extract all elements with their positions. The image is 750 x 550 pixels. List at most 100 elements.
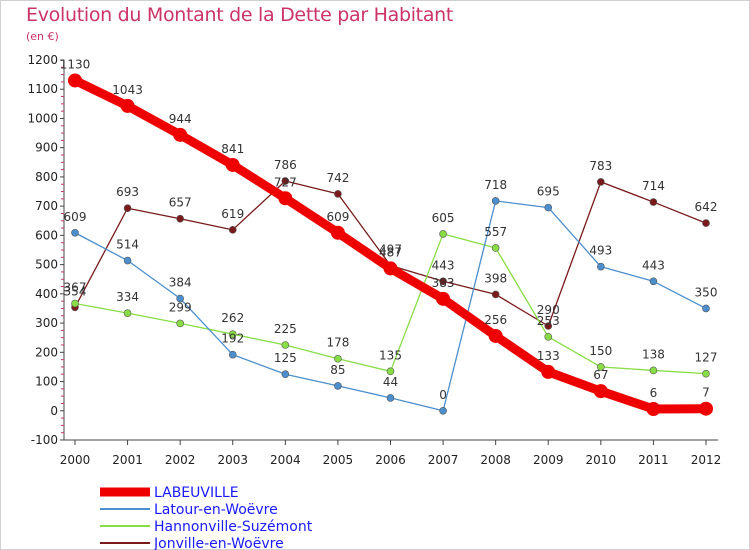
y-tick-label: 1100 bbox=[27, 82, 58, 96]
data-point bbox=[334, 190, 342, 198]
x-tick-label: 2003 bbox=[217, 453, 248, 467]
data-label: 133 bbox=[537, 349, 560, 363]
data-label: 398 bbox=[484, 271, 507, 285]
data-label: 718 bbox=[484, 178, 507, 192]
data-point bbox=[225, 157, 240, 172]
data-label: 609 bbox=[64, 210, 87, 224]
y-tick-label: 0 bbox=[50, 404, 58, 418]
data-label: 150 bbox=[589, 344, 612, 358]
data-label: 367 bbox=[64, 280, 87, 294]
unit-label: (en €) bbox=[26, 30, 59, 43]
data-point bbox=[544, 333, 553, 341]
data-label: 384 bbox=[169, 276, 192, 290]
data-label: 0 bbox=[439, 388, 447, 402]
data-label: 299 bbox=[169, 300, 192, 314]
data-label: 727 bbox=[274, 175, 297, 189]
data-label: 695 bbox=[537, 185, 560, 199]
data-point bbox=[334, 354, 342, 363]
data-point bbox=[176, 294, 184, 303]
data-label: 443 bbox=[432, 258, 455, 272]
data-point bbox=[439, 230, 447, 238]
data-label: 6 bbox=[650, 386, 658, 400]
data-label: 192 bbox=[221, 332, 244, 346]
data-point bbox=[597, 262, 605, 271]
legend-label: Latour-en-Woëvre bbox=[154, 502, 278, 518]
data-point bbox=[699, 401, 713, 416]
y-tick-label: 200 bbox=[35, 345, 58, 359]
series-labeuville bbox=[68, 73, 713, 417]
legend: LABEUVILLELatour-en-WoëvreHannonville-Su… bbox=[100, 485, 313, 550]
data-label: 290 bbox=[537, 303, 560, 317]
x-tick-label: 2008 bbox=[480, 453, 511, 467]
data-point bbox=[281, 370, 290, 379]
data-label: 693 bbox=[116, 185, 139, 199]
x-tick-label: 2012 bbox=[691, 453, 722, 467]
data-label: 642 bbox=[695, 200, 718, 214]
data-point bbox=[334, 382, 342, 390]
data-label: 85 bbox=[330, 363, 345, 377]
data-point bbox=[281, 341, 290, 349]
y-tick-label: -100 bbox=[31, 433, 58, 447]
data-point bbox=[649, 277, 658, 286]
data-label: 514 bbox=[116, 238, 139, 252]
data-point bbox=[71, 228, 79, 237]
data-point bbox=[544, 322, 553, 330]
y-tick-label: 1200 bbox=[27, 53, 58, 67]
data-label: 657 bbox=[169, 196, 192, 210]
x-tick-label: 2006 bbox=[375, 453, 406, 467]
data-label: 67 bbox=[593, 368, 608, 382]
x-tick-label: 2002 bbox=[165, 453, 196, 467]
data-label: 178 bbox=[326, 336, 349, 350]
series-latour-en-wo-vre bbox=[71, 197, 710, 415]
data-label: 354 bbox=[64, 284, 87, 298]
data-label: 605 bbox=[432, 211, 455, 225]
data-label: 127 bbox=[695, 351, 718, 365]
y-tick-label: 900 bbox=[35, 141, 58, 155]
data-point bbox=[544, 203, 553, 212]
data-point bbox=[491, 244, 500, 252]
data-point bbox=[439, 406, 447, 415]
data-labels: 354 693 657 619 786 742 497 443 398 290 783 714 642 3… bbox=[60, 57, 718, 401]
data-label: 7 bbox=[702, 386, 710, 400]
data-point bbox=[228, 330, 237, 338]
data-label: 714 bbox=[642, 179, 665, 193]
data-point bbox=[71, 299, 79, 308]
data-label: 783 bbox=[589, 159, 612, 173]
y-tick-label: 100 bbox=[35, 375, 58, 389]
legend-label: Hannonville-Suzémont bbox=[154, 519, 313, 535]
data-label: 841 bbox=[221, 142, 244, 156]
data-label: 1043 bbox=[112, 83, 143, 97]
data-point bbox=[123, 309, 132, 317]
y-tick-label: 800 bbox=[35, 170, 58, 184]
data-point bbox=[649, 366, 658, 375]
data-label: 350 bbox=[695, 285, 718, 299]
y-tick-label: 1000 bbox=[27, 111, 58, 125]
data-point bbox=[330, 225, 345, 240]
data-label: 253 bbox=[537, 314, 560, 328]
data-point bbox=[123, 204, 132, 212]
legend-label: LABEUVILLE bbox=[154, 485, 239, 501]
data-label: 135 bbox=[379, 348, 402, 362]
data-point bbox=[278, 191, 293, 206]
data-point bbox=[386, 394, 395, 402]
x-tick-label: 2010 bbox=[586, 453, 617, 467]
data-label: 742 bbox=[326, 171, 349, 185]
data-label: 609 bbox=[326, 210, 349, 224]
data-label: 138 bbox=[642, 347, 665, 361]
data-point bbox=[228, 226, 237, 234]
data-point bbox=[281, 177, 290, 185]
data-label: 256 bbox=[484, 313, 507, 327]
data-label: 557 bbox=[484, 225, 507, 239]
y-tick-label: 700 bbox=[35, 199, 58, 213]
data-point bbox=[646, 402, 661, 417]
x-tick-label: 2005 bbox=[323, 453, 354, 467]
data-label: 262 bbox=[221, 311, 244, 325]
x-tick-label: 2000 bbox=[60, 453, 91, 467]
data-label: 225 bbox=[274, 322, 297, 336]
data-point bbox=[702, 369, 710, 378]
data-point bbox=[436, 291, 451, 306]
data-point bbox=[488, 328, 503, 343]
data-label: 125 bbox=[274, 351, 297, 365]
data-point bbox=[383, 261, 398, 276]
data-label: 944 bbox=[169, 112, 192, 126]
